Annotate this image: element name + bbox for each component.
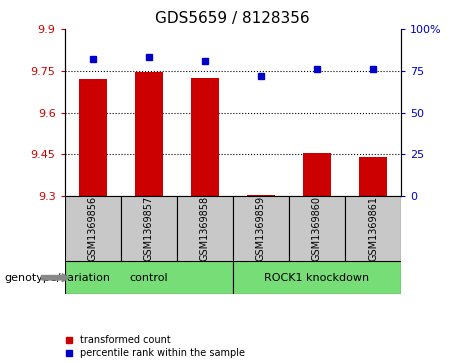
Text: genotype/variation: genotype/variation [5,273,111,283]
Title: GDS5659 / 8128356: GDS5659 / 8128356 [155,12,310,26]
Text: ROCK1 knockdown: ROCK1 knockdown [264,273,370,283]
Bar [177,196,233,261]
Bar [345,196,401,261]
Bar [121,196,177,261]
Bar [65,261,233,294]
Bar [233,261,401,294]
Bar [359,157,387,196]
Bar [247,195,275,196]
Text: GSM1369858: GSM1369858 [200,196,210,261]
Bar [303,153,331,196]
Text: GSM1369859: GSM1369859 [256,196,266,261]
Bar [191,78,219,196]
Text: GSM1369856: GSM1369856 [88,196,98,261]
Bar [65,196,121,261]
Text: GSM1369857: GSM1369857 [144,196,154,261]
Bar [135,72,163,196]
Text: GSM1369861: GSM1369861 [368,196,378,261]
Legend: transformed count, percentile rank within the sample: transformed count, percentile rank withi… [65,335,245,358]
Text: GSM1369860: GSM1369860 [312,196,322,261]
Bar [233,196,289,261]
Text: control: control [130,273,168,283]
Bar [78,79,106,196]
Bar [289,196,345,261]
